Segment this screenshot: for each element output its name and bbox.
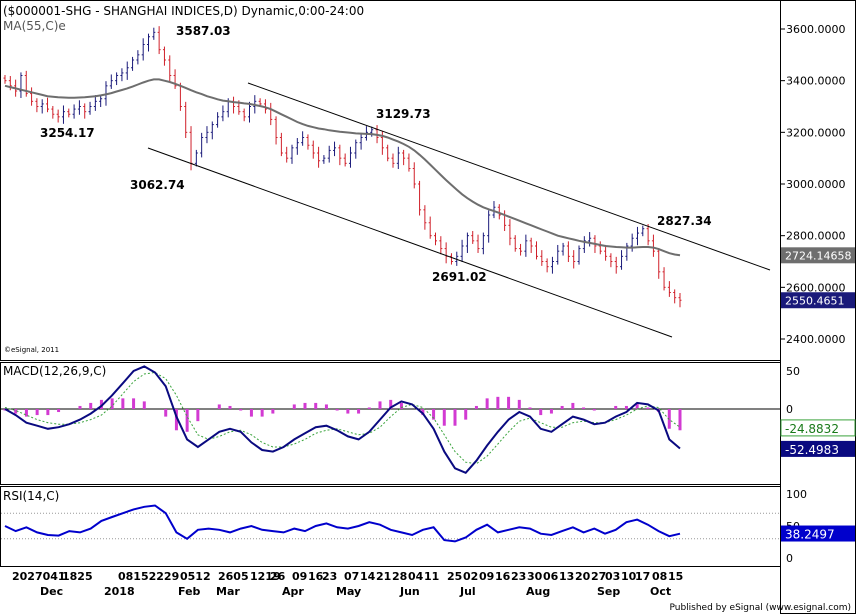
ma-legend: MA(55,C)e: [3, 19, 66, 33]
x-day-label: 13: [559, 570, 574, 583]
rsi-layer: RSI(14,C): [3, 489, 681, 543]
x-day-label: 1825: [62, 570, 93, 583]
price-ytick-label: 3200.0000: [786, 126, 846, 139]
x-month-label: 2018: [104, 585, 135, 598]
x-month-label: Dec: [40, 585, 63, 598]
chart-title: ($000001-SHG - SHANGHAI INDICES,D) Dynam…: [3, 4, 364, 18]
macd-title: MACD(12,26,9,C): [3, 364, 106, 378]
last-price-tag-bg: [781, 292, 855, 309]
ma-line-layer: [4, 78, 681, 257]
macd-ytick-label: 0: [786, 403, 793, 416]
price-annotation: 3587.03: [176, 24, 231, 38]
x-day-label: 09: [292, 570, 307, 583]
x-day-label: 17: [635, 570, 650, 583]
price-ytick-label: 3400.0000: [786, 75, 846, 88]
price-annotation: 2827.34: [657, 214, 712, 228]
x-day-label: 04: [408, 570, 424, 583]
macd-layer: MACD(12,26,9,C): [3, 364, 682, 474]
rsi-line: [4, 504, 681, 543]
signal-tag-bg: [780, 419, 856, 437]
ma-value-tag: 2724.14658: [785, 249, 851, 262]
y-axis-labels: 3600.0000 3400.0000 3200.0000 3000.0000 2800…: [780, 23, 856, 565]
x-day-label: 2605: [218, 570, 249, 583]
x-month-label: Mar: [216, 585, 240, 598]
macd-tag-bg: [781, 440, 855, 457]
rsi-title: RSI(14,C): [3, 489, 59, 503]
watermark: ©eSignal, 2011: [4, 346, 59, 354]
price-annotation: 2691.02: [432, 270, 487, 284]
price-ytick-label: 2400.0000: [786, 333, 846, 346]
channel-upper-line: [247, 82, 771, 271]
rsi-tag-bg: [781, 525, 855, 542]
x-day-label: 16: [495, 570, 511, 583]
x-day-label: 27: [591, 570, 606, 583]
x-day-label: 0512: [180, 570, 211, 583]
ma-line: [4, 78, 681, 257]
macd-value-tag: -52.4983: [785, 443, 839, 457]
rsi-ytick-label: 0: [786, 552, 793, 565]
x-day-label: 10: [621, 570, 637, 583]
x-day-label: 21: [376, 570, 391, 583]
price-annotation: 3129.73: [376, 107, 431, 121]
x-day-label: 09: [479, 570, 494, 583]
price-ytick-label: 2800.0000: [786, 230, 846, 243]
x-month-label: Apr: [282, 585, 304, 598]
ma-value-tag-bg: [781, 247, 855, 264]
x-month-label: Feb: [178, 585, 201, 598]
price-ytick-label: 3000.0000: [786, 178, 846, 191]
x-month-label: Jun: [399, 585, 420, 598]
macd-ytick-label: 50: [786, 365, 800, 378]
x-day-label: 26: [270, 570, 286, 583]
price-panel: [0, 0, 781, 361]
trend-channel: [147, 82, 771, 338]
published-footer: Published by eSignal (www.esignal.com): [669, 603, 851, 613]
x-day-label: 23: [322, 570, 337, 583]
x-day-label: 14: [360, 570, 376, 583]
macd-panel: [0, 362, 781, 485]
x-month-label: May: [336, 585, 361, 598]
rsi-ytick-label: 100: [786, 488, 807, 501]
x-day-label: 23: [511, 570, 526, 583]
x-day-label: 30: [527, 570, 543, 583]
x-day-label: 08: [652, 570, 667, 583]
price-annotation: 3062.74: [130, 178, 185, 192]
x-day-label: 08152229: [118, 570, 179, 583]
x-day-label: 11: [424, 570, 439, 583]
signal-value-tag: -24.8832: [785, 422, 839, 436]
x-day-label: 06: [543, 570, 559, 583]
price-ytick-label: 3600.0000: [786, 23, 846, 36]
price-annotation: 3254.17: [40, 126, 95, 140]
x-day-label: 02: [463, 570, 478, 583]
rsi-value-tag: 38.2497: [785, 528, 835, 542]
channel-lower-line: [147, 147, 673, 338]
x-month-label: Oct: [650, 585, 671, 598]
price-ytick-label: 2600.0000: [786, 281, 846, 294]
x-day-label: 2027041: [12, 570, 66, 583]
x-day-label: 25: [447, 570, 462, 583]
x-day-label: 15: [668, 570, 683, 583]
x-day-label: 03: [605, 570, 620, 583]
price-annotations: 3587.03 3254.17 3062.74 3129.73 2691.02 2827.…: [40, 24, 712, 284]
last-price-tag: 2550.4651: [785, 294, 845, 307]
x-month-label: Jul: [459, 585, 476, 598]
macd-line: [4, 365, 681, 474]
rsi-panel: [0, 486, 781, 567]
x-month-label: Sep: [597, 585, 620, 598]
x-day-label: 28: [392, 570, 407, 583]
x-day-label: 07: [344, 570, 359, 583]
x-month-label: Aug: [526, 585, 550, 598]
x-day-label: 1219: [250, 570, 281, 583]
x-day-label: 16: [308, 570, 324, 583]
x-day-label: 20: [575, 570, 591, 583]
